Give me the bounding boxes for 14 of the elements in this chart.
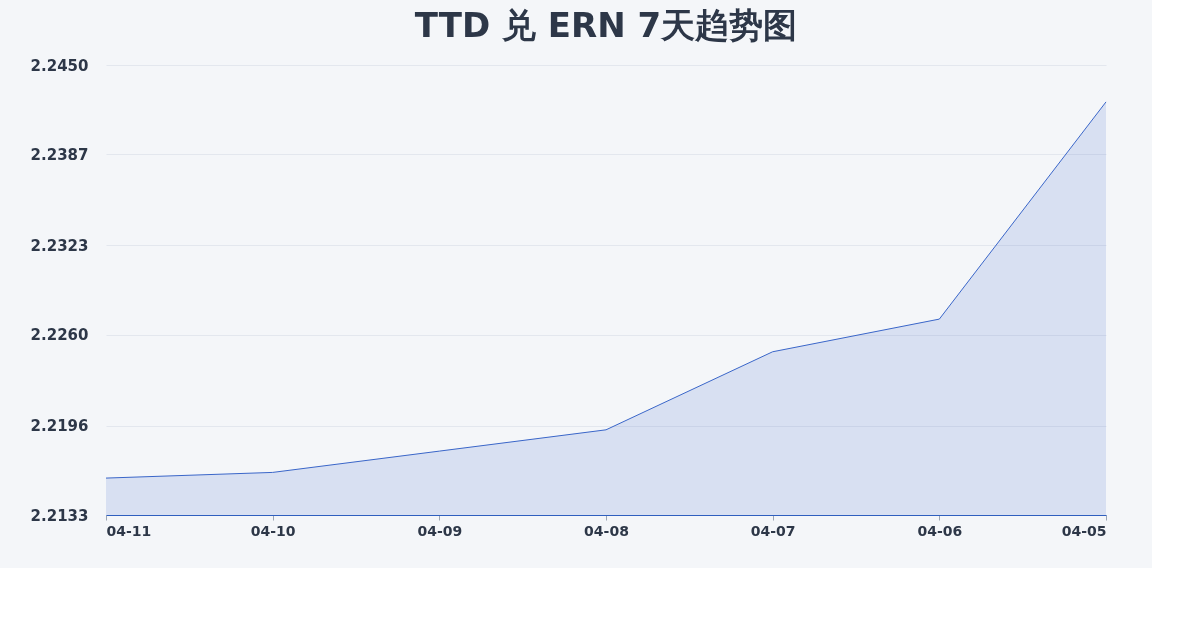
- y-tick-label: 2.2450: [30, 56, 89, 75]
- y-tick-label: 2.2387: [30, 145, 89, 164]
- x-tick-label: 04-05: [1061, 522, 1107, 539]
- x-tick-label: 04-06: [917, 522, 963, 539]
- x-tick-label: 04-11: [106, 522, 152, 539]
- y-tick-label: 2.2133: [30, 506, 89, 525]
- chart-title: TTD 兑 ERN 7天趋势图: [414, 5, 798, 45]
- x-tick-label: 04-07: [750, 522, 796, 539]
- x-tick-label: 04-08: [584, 522, 629, 539]
- x-tick-label: 04-10: [250, 522, 296, 539]
- y-tick-label: 2.2323: [30, 236, 89, 255]
- y-tick-label: 2.2260: [30, 326, 89, 345]
- y-tick-label: 2.2196: [30, 417, 89, 436]
- x-tick-label: 04-09: [417, 522, 463, 539]
